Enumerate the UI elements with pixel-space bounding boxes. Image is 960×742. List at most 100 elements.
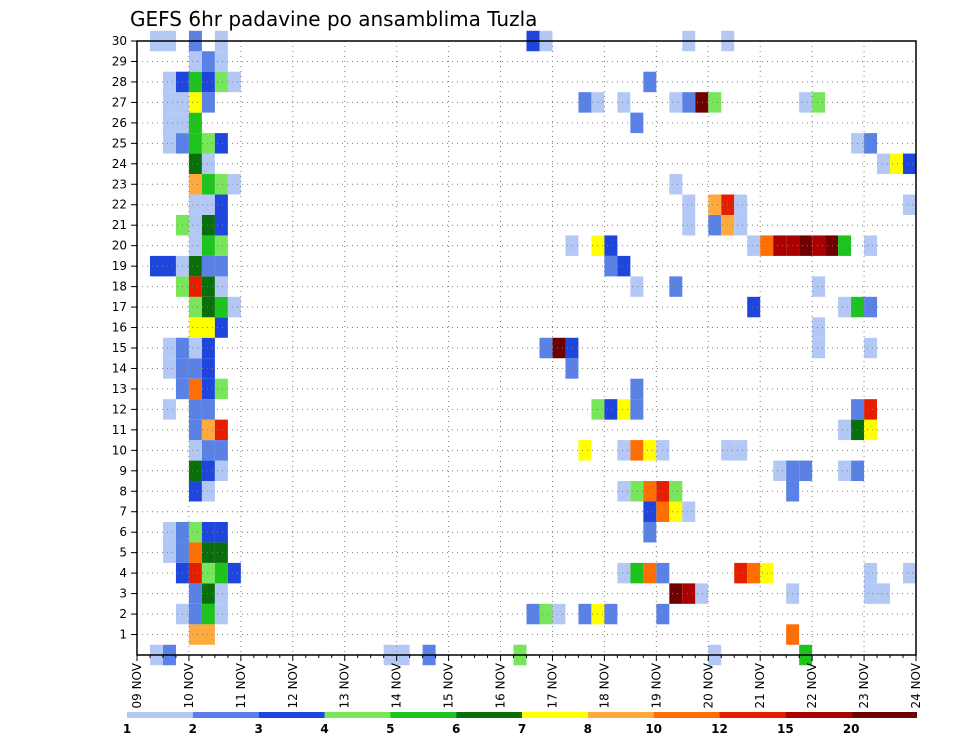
x-tick-label: 14 NOV — [390, 662, 404, 708]
heatmap-cell — [201, 133, 215, 154]
heatmap-cell — [682, 194, 696, 215]
heatmap-cell — [734, 194, 748, 215]
heatmap-cell — [188, 174, 202, 195]
heatmap-cell — [565, 337, 579, 359]
heatmap-cell — [162, 112, 176, 134]
heatmap-cell — [812, 337, 826, 359]
heatmap-cell — [812, 317, 826, 338]
heatmap-cell — [188, 296, 202, 318]
heatmap-cell — [864, 235, 878, 256]
heatmap-cell — [903, 194, 916, 215]
heatmap-cell — [201, 276, 215, 297]
colorbar-swatch — [258, 712, 325, 718]
x-tick-label: 17 NOV — [545, 662, 559, 708]
heatmap-cell — [188, 624, 202, 645]
heatmap-cell — [201, 460, 215, 482]
heatmap-cell — [201, 296, 215, 318]
heatmap-cell — [565, 235, 579, 256]
heatmap-cell — [214, 51, 228, 72]
x-tick-label: 20 NOV — [701, 662, 715, 708]
heatmap-cell — [214, 460, 228, 482]
heatmap-cell — [864, 337, 878, 359]
heatmap-cell — [188, 460, 202, 482]
heatmap-cell — [214, 542, 228, 563]
heatmap-cell — [214, 583, 228, 604]
heatmap-cell — [812, 276, 826, 297]
heatmap-cell — [188, 358, 202, 379]
heatmap-cell — [188, 51, 202, 72]
heatmap-cell — [630, 399, 644, 420]
heatmap-cell — [188, 583, 202, 604]
heatmap-cell — [747, 562, 761, 584]
heatmap-cell — [734, 440, 748, 461]
heatmap-cell — [162, 71, 176, 93]
colorbar-label: 10 — [645, 722, 662, 736]
heatmap-cell — [838, 419, 852, 441]
heatmap-cell — [617, 562, 631, 584]
y-tick-label: 13 — [112, 382, 127, 396]
heatmap-cell — [643, 521, 657, 543]
y-tick-label: 24 — [112, 157, 127, 171]
colorbar-label: 15 — [777, 722, 794, 736]
colorbar-swatch — [785, 712, 852, 718]
colorbar-label: 4 — [320, 722, 328, 736]
y-tick-label: 26 — [112, 116, 127, 130]
heatmap-cell — [617, 481, 631, 502]
heatmap-cell — [812, 235, 826, 256]
heatmap-cell — [630, 481, 644, 502]
heatmap-cell — [903, 562, 916, 584]
y-tick-label: 16 — [112, 321, 127, 335]
heatmap-cell — [188, 133, 202, 154]
heatmap-cell — [188, 440, 202, 461]
heatmap-cell — [734, 214, 748, 236]
colorbar-label: 7 — [518, 722, 526, 736]
heatmap-cell — [214, 174, 228, 195]
heatmap-cell — [214, 71, 228, 93]
x-tick-label: 18 NOV — [597, 662, 611, 708]
x-tick-label: 24 NOV — [909, 662, 923, 708]
heatmap-cell — [578, 603, 592, 625]
y-tick-label: 9 — [119, 464, 127, 478]
heatmap-cell — [630, 440, 644, 461]
heatmap-cell — [188, 255, 202, 277]
y-tick-label: 22 — [112, 198, 127, 212]
heatmap-cell — [214, 296, 228, 318]
heatmap-cell — [214, 419, 228, 441]
heatmap-cell — [162, 542, 176, 563]
heatmap-cell — [201, 481, 215, 502]
colorbar-swatch — [192, 712, 259, 718]
y-tick-label: 5 — [119, 546, 127, 560]
x-tick-label: 13 NOV — [338, 662, 352, 708]
heatmap-cell — [201, 92, 215, 113]
heatmap-cell — [227, 71, 241, 93]
heatmap-cell — [695, 583, 709, 604]
heatmap-cell — [162, 521, 176, 543]
heatmap-cell — [617, 399, 631, 420]
heatmap-cell — [188, 235, 202, 256]
heatmap-cell — [708, 194, 722, 215]
heatmap-cell — [201, 542, 215, 563]
heatmap-cell — [201, 419, 215, 441]
heatmap-cell — [630, 112, 644, 134]
colorbar-swatch — [390, 712, 457, 718]
colorbar-label: 6 — [452, 722, 460, 736]
heatmap-cell — [825, 235, 839, 256]
heatmap-cell — [565, 358, 579, 379]
y-tick-label: 1 — [119, 628, 127, 642]
heatmap-cell — [188, 481, 202, 502]
heatmap-cell — [227, 562, 241, 584]
heatmap-cell — [812, 92, 826, 113]
heatmap-cell — [201, 603, 215, 625]
heatmap-cell — [617, 255, 631, 277]
heatmap-cell — [734, 562, 748, 584]
heatmap-cell — [201, 317, 215, 338]
heatmap-cell — [201, 378, 215, 400]
heatmap-cell — [669, 174, 683, 195]
heatmap-cell — [643, 562, 657, 584]
colorbar-swatch — [324, 712, 391, 718]
heatmap-cell — [747, 296, 761, 318]
y-tick-label: 15 — [112, 341, 127, 355]
heatmap-cell — [539, 337, 553, 359]
x-tick-label: 23 NOV — [857, 662, 871, 708]
y-tick-label: 8 — [119, 484, 127, 498]
